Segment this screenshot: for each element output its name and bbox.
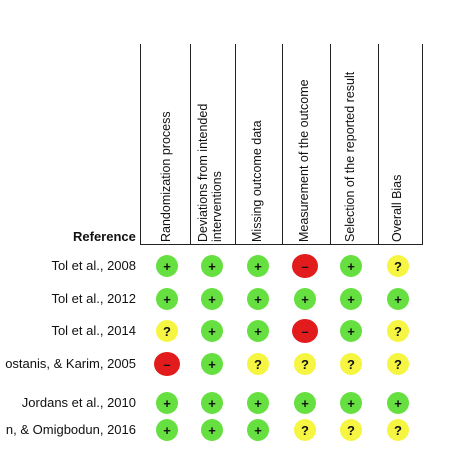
high-risk-dot: –: [292, 319, 318, 343]
low-risk-dot: +: [387, 288, 409, 310]
domain-label: Overall Bias: [390, 174, 404, 242]
domain-label: Selection of the reported result: [343, 71, 357, 242]
low-risk-dot: +: [201, 288, 223, 310]
column-divider: [378, 44, 379, 244]
low-risk-dot: +: [340, 255, 362, 277]
low-risk-dot: +: [387, 392, 409, 414]
low-risk-dot: +: [247, 288, 269, 310]
low-risk-dot: +: [201, 255, 223, 277]
study-label: Tol et al., 2012: [51, 291, 136, 306]
low-risk-dot: +: [201, 419, 223, 441]
header-baseline: [140, 244, 423, 245]
study-label: Tol et al., 2014: [51, 323, 136, 338]
low-risk-dot: +: [156, 419, 178, 441]
column-divider: [282, 44, 283, 244]
high-risk-dot: –: [292, 254, 318, 278]
reference-header: Reference: [73, 229, 136, 244]
study-label: Tol et al., 2008: [51, 258, 136, 273]
some-concerns-dot: ?: [387, 353, 409, 375]
some-concerns-dot: ?: [387, 419, 409, 441]
low-risk-dot: +: [340, 320, 362, 342]
low-risk-dot: +: [340, 288, 362, 310]
domain-label: Measurement of the outcome: [297, 79, 311, 242]
low-risk-dot: +: [156, 255, 178, 277]
some-concerns-dot: ?: [387, 255, 409, 277]
low-risk-dot: +: [247, 419, 269, 441]
some-concerns-dot: ?: [340, 353, 362, 375]
study-label: Jordans et al., 2010: [21, 395, 136, 410]
column-divider: [422, 44, 423, 244]
low-risk-dot: +: [201, 392, 223, 414]
domain-label: Deviations from intended: [196, 103, 210, 242]
low-risk-dot: +: [156, 288, 178, 310]
some-concerns-dot: ?: [247, 353, 269, 375]
column-divider: [190, 44, 191, 244]
low-risk-dot: +: [294, 288, 316, 310]
column-divider: [140, 44, 141, 244]
study-label: n, & Omigbodun, 2016: [5, 422, 136, 437]
column-divider: [330, 44, 331, 244]
some-concerns-dot: ?: [340, 419, 362, 441]
column-divider: [235, 44, 236, 244]
some-concerns-dot: ?: [387, 320, 409, 342]
some-concerns-dot: ?: [156, 320, 178, 342]
low-risk-dot: +: [201, 353, 223, 375]
some-concerns-dot: ?: [294, 419, 316, 441]
domain-label-line2: interventions: [210, 171, 224, 242]
low-risk-dot: +: [201, 320, 223, 342]
domain-label: Missing outcome data: [250, 120, 264, 242]
high-risk-dot: –: [154, 352, 180, 376]
study-label: ostanis, & Karim, 2005: [5, 356, 136, 371]
domain-label: Randomization process: [159, 111, 173, 242]
low-risk-dot: +: [247, 392, 269, 414]
low-risk-dot: +: [247, 320, 269, 342]
low-risk-dot: +: [247, 255, 269, 277]
low-risk-dot: +: [340, 392, 362, 414]
some-concerns-dot: ?: [294, 353, 316, 375]
low-risk-dot: +: [156, 392, 178, 414]
low-risk-dot: +: [294, 392, 316, 414]
